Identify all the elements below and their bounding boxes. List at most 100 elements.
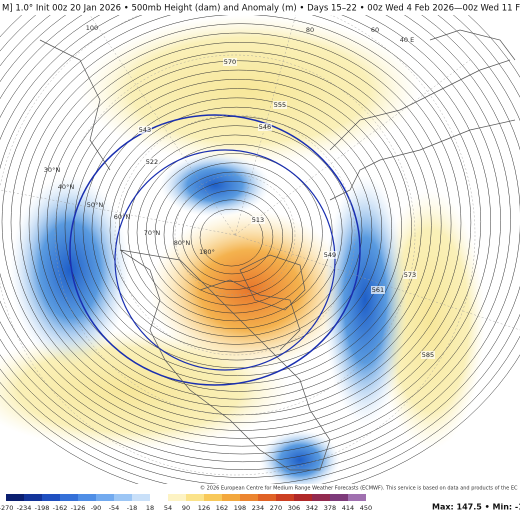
colorbar-label: -234 <box>17 504 32 512</box>
colorbar-swatch <box>150 494 168 501</box>
colorbar-swatch <box>240 494 258 501</box>
grid-label: 40 E <box>400 36 414 44</box>
contour <box>0 14 501 455</box>
colorbar-label: 90 <box>182 504 190 512</box>
highlight-contour <box>114 149 336 371</box>
colorbar-label: 198 <box>234 504 246 512</box>
label-bg <box>323 251 337 259</box>
contour <box>0 14 520 478</box>
contour-label: 561 <box>372 286 384 294</box>
highlight-contour <box>69 114 361 386</box>
anomaly-negative <box>260 430 340 484</box>
contour <box>46 51 432 400</box>
colorbar-label: -54 <box>109 504 120 512</box>
contour <box>91 97 383 361</box>
colorbar-swatch <box>114 494 132 501</box>
label-bg <box>251 216 265 224</box>
contour <box>19 23 462 423</box>
grid-label: 80°N <box>174 239 191 247</box>
colorbar-swatch <box>276 494 294 501</box>
colorbar-swatch <box>168 494 186 501</box>
colorbar-swatch <box>330 494 348 501</box>
contour <box>163 171 303 298</box>
copyright: © 2026 European Centre for Medium Range … <box>200 485 518 492</box>
contour-label: 585 <box>422 351 434 359</box>
colorbar-label: 342 <box>306 504 318 512</box>
colorbar-swatch <box>24 494 42 501</box>
label-bg <box>371 286 385 294</box>
contour-label: 555 <box>274 101 286 109</box>
contour <box>154 162 313 306</box>
colorbar-label: -198 <box>35 504 50 512</box>
grid-label: 70°N <box>144 229 161 237</box>
map: 570 555 546 543 522 513 549 561 573 585 30°N 40°N 50… <box>0 14 520 484</box>
contour-label: 513 <box>252 216 264 224</box>
label-bg <box>421 351 435 359</box>
coastlines <box>39 29 516 471</box>
grid-label: 60 <box>371 26 379 34</box>
grid-label: 60°N <box>114 213 131 221</box>
contour <box>1 14 481 439</box>
label-bg <box>138 126 152 134</box>
colorbar-swatch <box>258 494 276 501</box>
colorbar-swatch <box>186 494 204 501</box>
colorbar-label: 450 <box>360 504 372 512</box>
contour-label: 570 <box>224 58 236 66</box>
grid-label: 100 <box>86 24 98 32</box>
colorbar-swatch <box>132 494 150 501</box>
colorbar-swatch <box>42 494 60 501</box>
contour <box>199 208 264 267</box>
colorbar-label: 162 <box>216 504 228 512</box>
contour-label: 522 <box>146 158 158 166</box>
contour <box>0 14 491 447</box>
contour-label: 546 <box>259 123 271 131</box>
colorbar-label: 18 <box>146 504 154 512</box>
colorbar-label: -90 <box>91 504 102 512</box>
contour <box>82 88 392 369</box>
colorbar-label: -126 <box>71 504 86 512</box>
contour <box>37 41 442 408</box>
grid-label: 50°N <box>87 201 104 209</box>
contour-label: 543 <box>139 126 151 134</box>
colorbar-swatch <box>6 494 24 501</box>
colorbar-swatch <box>96 494 114 501</box>
colorbar-label: 234 <box>252 504 264 512</box>
colorbar-swatch <box>78 494 96 501</box>
contour <box>145 153 323 314</box>
colorbar-label: 54 <box>164 504 172 512</box>
colorbar-label: 414 <box>342 504 354 512</box>
colorbar-swatch <box>204 494 222 501</box>
stats: Max: 147.5 • Min: -12 <box>432 503 520 512</box>
contour <box>127 134 343 329</box>
contour <box>136 143 333 322</box>
title: M] 1.0° Init 00z 20 Jan 2026 • 500mb Hei… <box>2 4 520 14</box>
map-labels: 570 555 546 543 522 513 549 561 573 585 30°N 40°N 50… <box>44 24 435 359</box>
colorbar-label: 306 <box>288 504 300 512</box>
label-bg <box>145 158 159 166</box>
contour <box>190 199 274 275</box>
contour <box>181 190 284 283</box>
grid-label: 40°N <box>58 183 75 191</box>
colorbar-swatch <box>60 494 78 501</box>
contour <box>172 181 293 290</box>
contour <box>0 14 511 463</box>
colorbar-swatch <box>222 494 240 501</box>
colorbar-swatch <box>312 494 330 501</box>
anomaly-negative <box>10 175 130 365</box>
colorbar-label: -270 <box>0 504 13 512</box>
colorbar-label: -18 <box>127 504 138 512</box>
label-bg <box>403 271 417 279</box>
label-bg <box>258 123 272 131</box>
label-bg <box>273 101 287 109</box>
grid-label: 80 <box>306 26 314 34</box>
contour-label: 549 <box>324 251 336 259</box>
colorbar-label: 378 <box>324 504 336 512</box>
anomaly-positive <box>80 15 420 165</box>
label-bg <box>223 58 237 66</box>
grid-label: 180° <box>199 248 215 256</box>
contour <box>73 79 402 376</box>
title-bar <box>0 0 520 15</box>
colorbar: -270 -234 -198 -162 -126 -90 -54 -18 18 54 90 126 16… <box>0 494 372 512</box>
anomaly-negative <box>323 175 407 425</box>
